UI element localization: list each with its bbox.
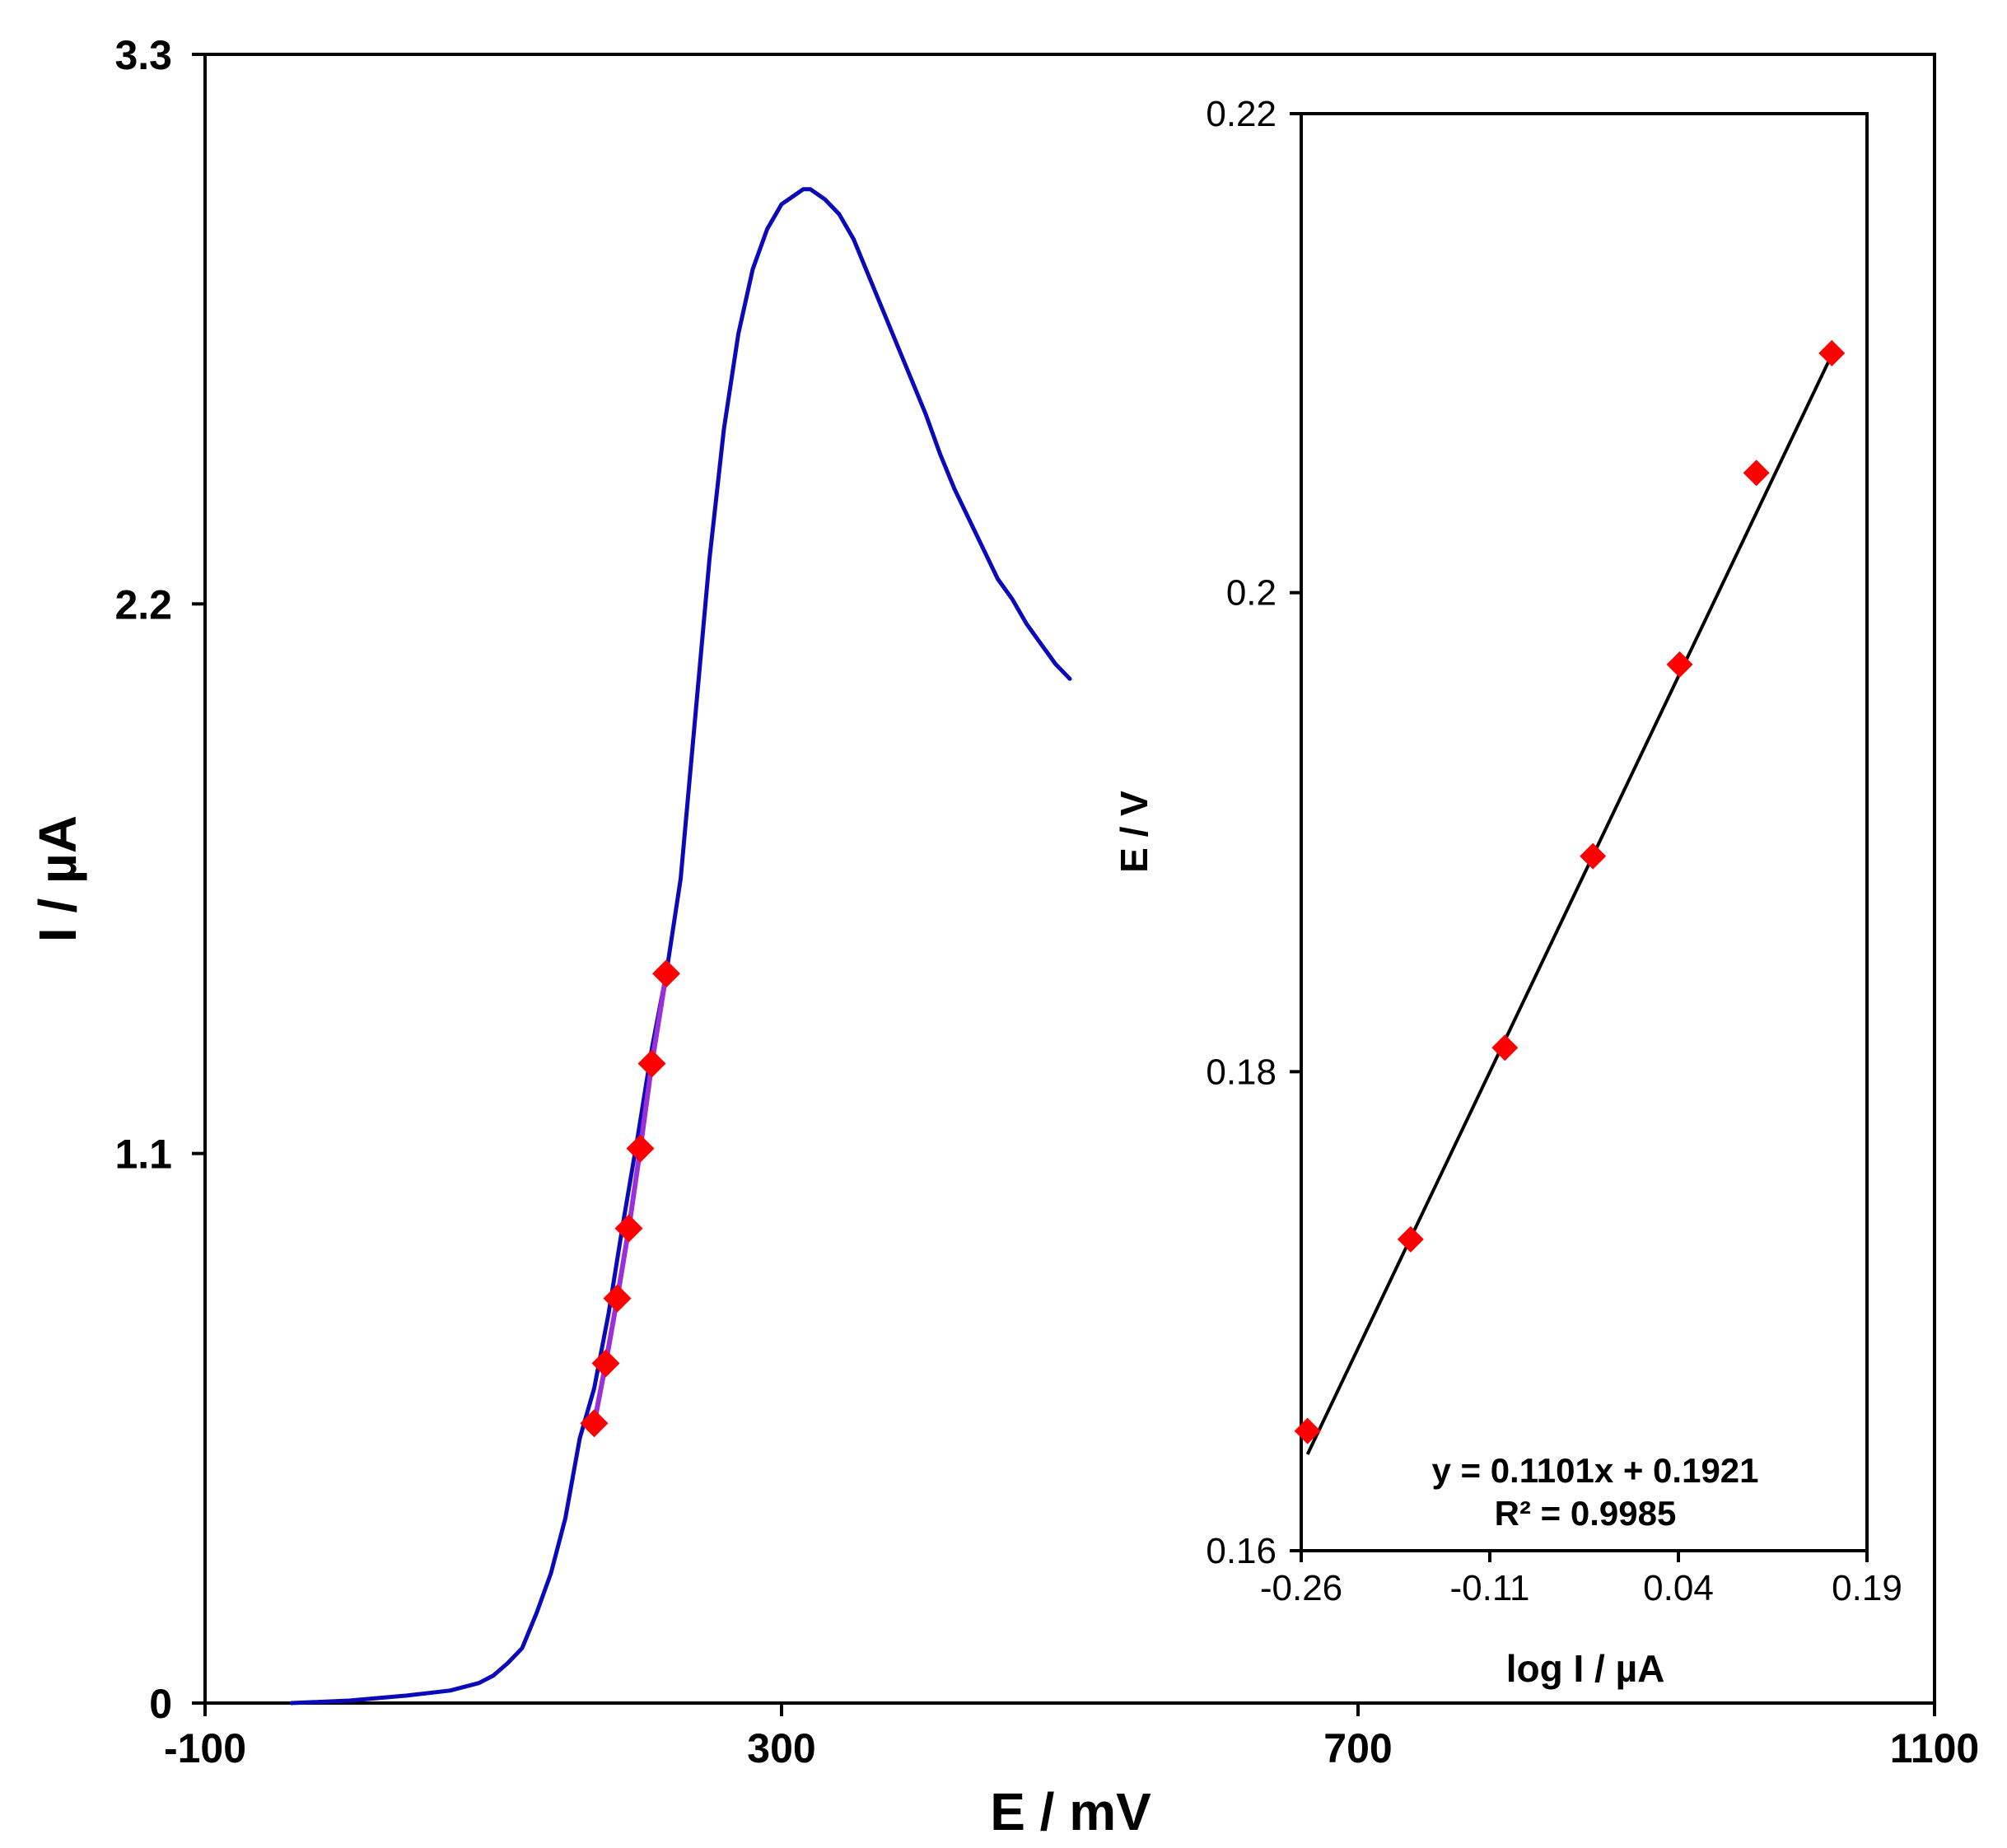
inset-data-point <box>1818 339 1846 366</box>
main-x-tick-label: 300 <box>747 1725 815 1771</box>
main-plot-frame <box>203 53 1936 1705</box>
main-data-point <box>626 1134 655 1163</box>
inset-y-tick-label: 0.16 <box>1206 1531 1277 1571</box>
inset-y-axis-label: E / V <box>1113 791 1155 873</box>
main-y-tick-label: 0 <box>149 1681 172 1727</box>
inset-x-tick-label: 0.04 <box>1643 1568 1714 1608</box>
main-x-tick-label: 700 <box>1323 1725 1392 1771</box>
main-y-tick-label: 1.1 <box>114 1132 172 1178</box>
main-y-tick-label: 2.2 <box>114 581 172 628</box>
main-data-point <box>580 1409 609 1438</box>
inset-trendline <box>1305 353 1834 1455</box>
main-data-point <box>603 1284 632 1313</box>
inset-data-point <box>1491 1034 1519 1062</box>
main-data-point <box>614 1214 643 1243</box>
main-points <box>580 959 680 1438</box>
inset-tick-marks <box>1290 112 1869 1562</box>
inset-y-tick-label: 0.22 <box>1206 94 1277 134</box>
main-y-tick-label: 3.3 <box>114 32 172 78</box>
main-x-axis-label: E / mV <box>990 1782 1151 1841</box>
inset-x-tick-label: 0.19 <box>1832 1568 1902 1608</box>
inset-x-tick-label: -0.11 <box>1449 1568 1529 1608</box>
voltammogram-line <box>289 187 1072 1706</box>
main-data-point <box>652 959 680 988</box>
inset-data-point <box>1580 842 1607 870</box>
inset-data-point <box>1397 1225 1424 1253</box>
main-tick-marks <box>192 53 1936 1716</box>
main-x-tick-label: -100 <box>164 1725 246 1771</box>
main-y-axis-label: I / µA <box>28 815 87 942</box>
inset-plot-frame <box>1300 112 1869 1552</box>
main-tick-labels: -100 300 700 1100 0 1.1 2.2 3.3 <box>114 32 1979 1771</box>
inset-x-axis-label: log I / µA <box>1506 1647 1665 1690</box>
main-x-tick-label: 1100 <box>1890 1725 1979 1771</box>
inset-y-tick-label: 0.18 <box>1206 1052 1277 1092</box>
main-data-point <box>637 1049 666 1078</box>
inset-data-point <box>1666 651 1693 678</box>
inset-tick-labels: -0.26 -0.11 0.04 0.19 0.16 0.18 0.2 0.22 <box>1206 94 1902 1608</box>
inset-data-point <box>1743 460 1770 487</box>
inset-y-tick-label: 0.2 <box>1226 573 1277 614</box>
inset-data-point <box>1294 1417 1321 1444</box>
trendline-equation: y = 0.1101x + 0.1921 <box>1431 1451 1758 1490</box>
main-data-point <box>591 1349 620 1378</box>
trendline <box>1305 353 1834 1455</box>
r-squared: R² = 0.9985 <box>1495 1494 1677 1533</box>
inset-points <box>1294 339 1846 1444</box>
inset-x-tick-label: -0.26 <box>1260 1568 1342 1608</box>
